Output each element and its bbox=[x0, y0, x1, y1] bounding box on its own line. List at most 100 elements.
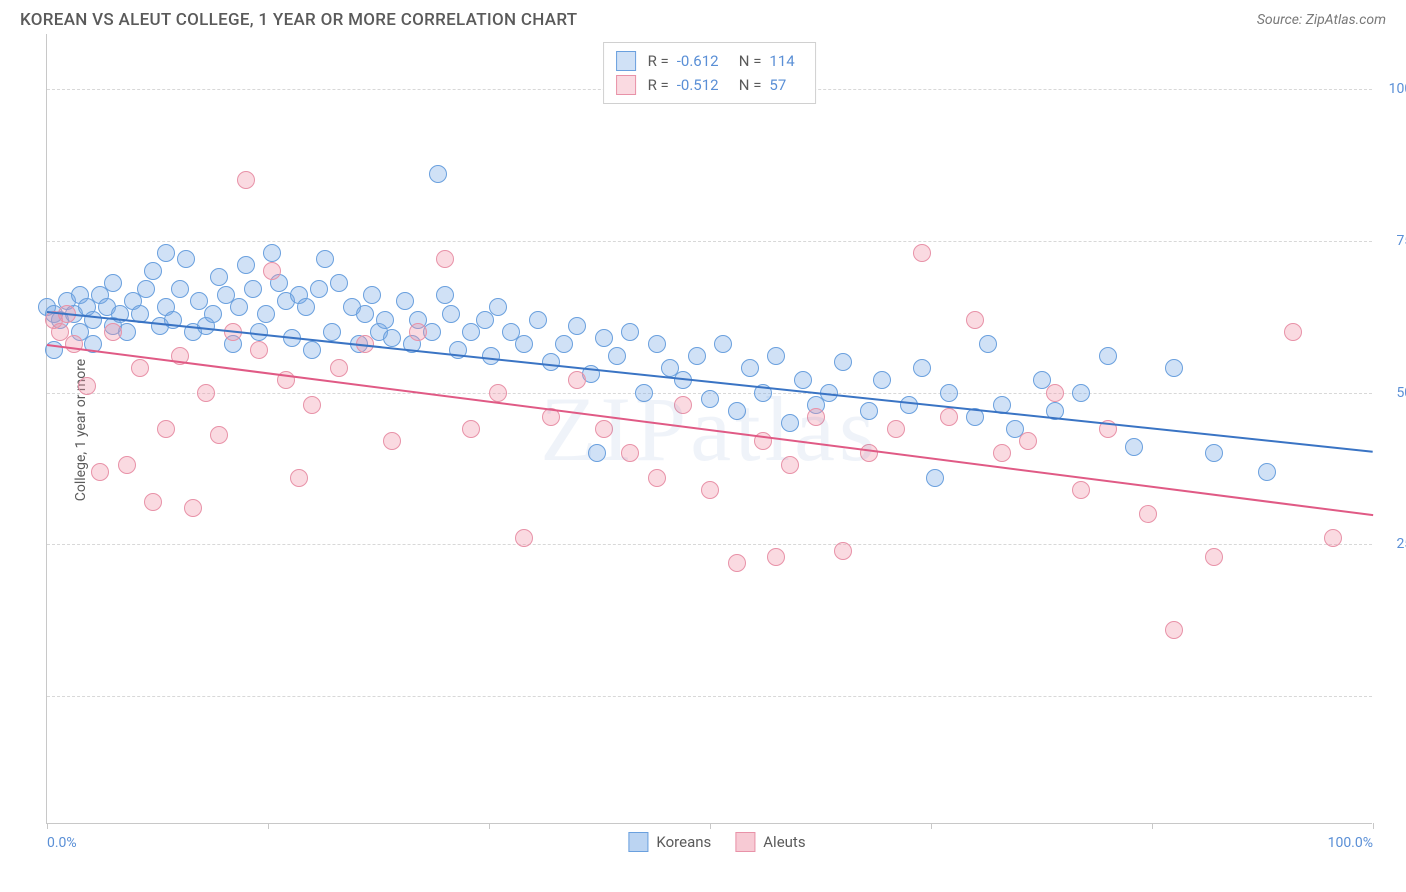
scatter-point bbox=[157, 420, 175, 438]
scatter-point bbox=[741, 359, 759, 377]
scatter-point bbox=[648, 335, 666, 353]
scatter-point bbox=[303, 396, 321, 414]
scatter-point bbox=[210, 426, 228, 444]
scatter-point bbox=[1205, 548, 1223, 566]
x-tick bbox=[710, 823, 711, 829]
scatter-point bbox=[363, 286, 381, 304]
scatter-point bbox=[688, 347, 706, 365]
x-tick-label: 100.0% bbox=[1328, 835, 1373, 851]
stat-r-value: -0.612 bbox=[677, 49, 727, 73]
scatter-point bbox=[489, 384, 507, 402]
scatter-point bbox=[230, 298, 248, 316]
y-tick-label: 100.0% bbox=[1378, 81, 1406, 97]
x-tick bbox=[1152, 823, 1153, 829]
scatter-point bbox=[1205, 444, 1223, 462]
scatter-point bbox=[555, 335, 573, 353]
scatter-point bbox=[297, 298, 315, 316]
scatter-point bbox=[595, 420, 613, 438]
stat-r-value: -0.512 bbox=[677, 73, 727, 97]
scatter-point bbox=[940, 384, 958, 402]
scatter-point bbox=[701, 390, 719, 408]
scatter-point bbox=[131, 359, 149, 377]
scatter-point bbox=[78, 377, 96, 395]
stat-r-label: R = bbox=[648, 73, 669, 97]
scatter-point bbox=[383, 432, 401, 450]
scatter-point bbox=[926, 469, 944, 487]
scatter-point bbox=[807, 408, 825, 426]
scatter-point bbox=[376, 311, 394, 329]
x-tick bbox=[1373, 823, 1374, 829]
scatter-point bbox=[1165, 359, 1183, 377]
scatter-point bbox=[794, 371, 812, 389]
scatter-point bbox=[860, 402, 878, 420]
scatter-point bbox=[204, 305, 222, 323]
x-tick bbox=[489, 823, 490, 829]
scatter-point bbox=[237, 171, 255, 189]
scatter-point bbox=[330, 274, 348, 292]
scatter-point bbox=[104, 274, 122, 292]
x-tick bbox=[268, 823, 269, 829]
y-tick-label: 75.0% bbox=[1378, 233, 1406, 249]
stat-n-value: 114 bbox=[769, 49, 803, 73]
stat-n-label: N = bbox=[739, 73, 762, 97]
x-tick bbox=[47, 823, 48, 829]
plot-area: ZIPatlas R =-0.612N =114R =-0.512N =57 2… bbox=[46, 34, 1372, 824]
x-tick bbox=[931, 823, 932, 829]
stat-r-label: R = bbox=[648, 49, 669, 73]
scatter-point bbox=[383, 329, 401, 347]
scatter-point bbox=[1258, 463, 1276, 481]
scatter-point bbox=[515, 335, 533, 353]
scatter-point bbox=[1099, 347, 1117, 365]
scatter-point bbox=[993, 444, 1011, 462]
scatter-point bbox=[568, 371, 586, 389]
scatter-point bbox=[701, 481, 719, 499]
source-attribution: Source: ZipAtlas.com bbox=[1257, 12, 1386, 28]
chart-container: College, 1 year or more ZIPatlas R =-0.6… bbox=[46, 34, 1388, 826]
legend-label: Koreans bbox=[656, 833, 711, 851]
scatter-point bbox=[873, 371, 891, 389]
scatter-point bbox=[728, 554, 746, 572]
scatter-point bbox=[1284, 323, 1302, 341]
scatter-point bbox=[1072, 481, 1090, 499]
scatter-point bbox=[442, 305, 460, 323]
scatter-point bbox=[250, 341, 268, 359]
legend-item: Aleuts bbox=[735, 832, 805, 852]
gridline-h bbox=[47, 544, 1372, 545]
scatter-point bbox=[767, 548, 785, 566]
scatter-point bbox=[1324, 529, 1342, 547]
scatter-point bbox=[290, 469, 308, 487]
scatter-point bbox=[860, 444, 878, 462]
scatter-point bbox=[177, 250, 195, 268]
scatter-point bbox=[966, 311, 984, 329]
x-tick-label: 0.0% bbox=[47, 835, 77, 851]
scatter-point bbox=[728, 402, 746, 420]
scatter-point bbox=[157, 244, 175, 262]
correlation-legend: R =-0.612N =114R =-0.512N =57 bbox=[603, 42, 817, 104]
scatter-point bbox=[1072, 384, 1090, 402]
legend-stat-row: R =-0.512N =57 bbox=[616, 73, 804, 97]
scatter-point bbox=[489, 298, 507, 316]
scatter-point bbox=[303, 341, 321, 359]
chart-title: KOREAN VS ALEUT COLLEGE, 1 YEAR OR MORE … bbox=[20, 10, 577, 30]
scatter-point bbox=[674, 396, 692, 414]
legend-swatch bbox=[735, 832, 755, 852]
series-legend: Koreans Aleuts bbox=[628, 832, 805, 852]
scatter-point bbox=[436, 286, 454, 304]
scatter-point bbox=[1019, 432, 1037, 450]
scatter-point bbox=[781, 414, 799, 432]
scatter-point bbox=[913, 359, 931, 377]
scatter-point bbox=[118, 456, 136, 474]
scatter-point bbox=[263, 262, 281, 280]
scatter-point bbox=[648, 469, 666, 487]
scatter-point bbox=[781, 456, 799, 474]
scatter-point bbox=[1046, 384, 1064, 402]
stat-n-label: N = bbox=[739, 49, 762, 73]
scatter-point bbox=[608, 347, 626, 365]
y-tick-label: 25.0% bbox=[1378, 536, 1406, 552]
scatter-point bbox=[104, 323, 122, 341]
scatter-point bbox=[409, 323, 427, 341]
scatter-point bbox=[887, 420, 905, 438]
scatter-point bbox=[595, 329, 613, 347]
scatter-point bbox=[542, 353, 560, 371]
gridline-h bbox=[47, 696, 1372, 697]
